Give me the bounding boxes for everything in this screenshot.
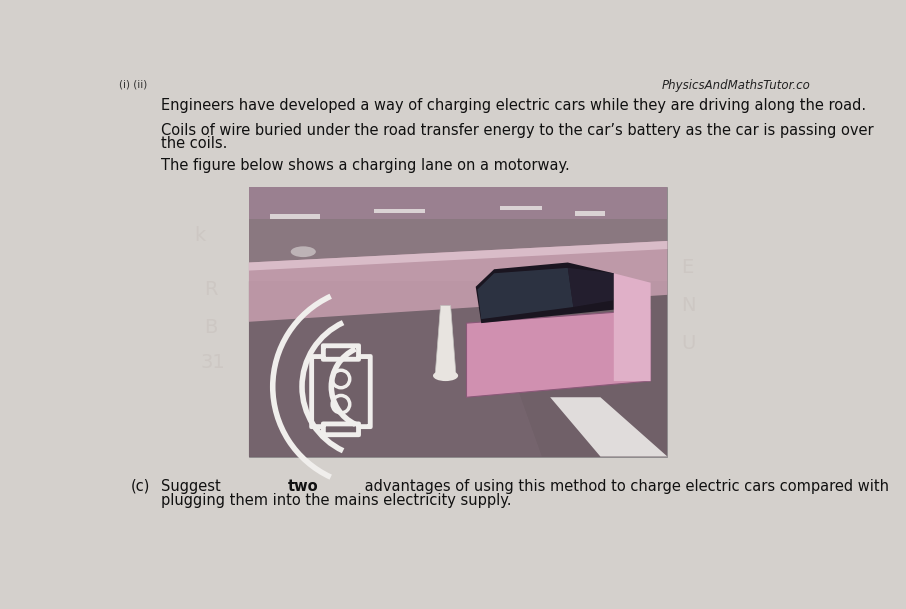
FancyBboxPatch shape: [323, 346, 359, 359]
Text: (c): (c): [130, 479, 149, 494]
Text: (i) (ii): (i) (ii): [120, 79, 148, 90]
Text: Engineers have developed a way of charging electric cars while they are driving : Engineers have developed a way of chargi…: [161, 97, 866, 113]
Polygon shape: [550, 397, 668, 457]
Text: N: N: [681, 296, 696, 315]
Circle shape: [333, 370, 350, 388]
Circle shape: [333, 395, 350, 413]
Bar: [249, 187, 668, 219]
Polygon shape: [249, 281, 542, 457]
Bar: [270, 214, 320, 219]
Ellipse shape: [291, 246, 316, 257]
Text: 31: 31: [201, 353, 226, 371]
Text: B: B: [204, 318, 217, 337]
Bar: [374, 209, 425, 213]
Text: Coils of wire buried under the road transfer energy to the car’s battery as the : Coils of wire buried under the road tran…: [161, 123, 874, 138]
Text: E: E: [681, 258, 694, 277]
Polygon shape: [249, 241, 668, 270]
Ellipse shape: [433, 370, 458, 381]
Text: k: k: [195, 226, 206, 245]
Polygon shape: [568, 268, 613, 307]
Bar: [249, 187, 668, 457]
Text: PhysicsAndMathsTutor.co: PhysicsAndMathsTutor.co: [662, 79, 811, 92]
Polygon shape: [476, 262, 613, 323]
Polygon shape: [249, 241, 668, 322]
Text: two: two: [288, 479, 319, 494]
FancyBboxPatch shape: [323, 424, 359, 435]
Bar: [500, 206, 542, 210]
Polygon shape: [435, 306, 456, 376]
Text: plugging them into the mains electricity supply.: plugging them into the mains electricity…: [161, 493, 512, 508]
Text: Suggest: Suggest: [161, 479, 226, 494]
Text: The figure below shows a charging lane on a motorway.: The figure below shows a charging lane o…: [161, 158, 570, 173]
Text: advantages of using this method to charge electric cars compared with: advantages of using this method to charg…: [361, 479, 890, 494]
Text: the coils.: the coils.: [161, 136, 227, 151]
Polygon shape: [467, 309, 651, 397]
Polygon shape: [477, 268, 573, 319]
Bar: [249, 281, 668, 457]
FancyBboxPatch shape: [312, 356, 371, 427]
Text: R: R: [204, 280, 217, 299]
Bar: [575, 211, 604, 216]
Text: U: U: [681, 334, 696, 353]
Bar: [249, 187, 668, 281]
Polygon shape: [613, 273, 651, 381]
